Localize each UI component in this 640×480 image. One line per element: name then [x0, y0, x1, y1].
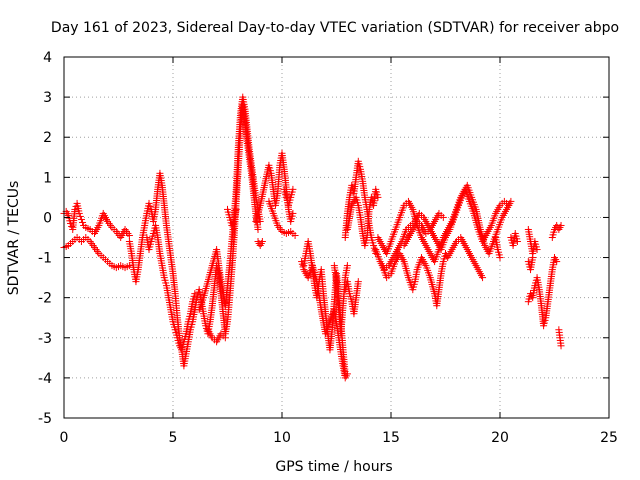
- data-point: [343, 262, 351, 270]
- y-tick-label: -2: [38, 291, 52, 307]
- data-point: [529, 254, 537, 262]
- y-axis-label: SDTVAR / TECUs: [6, 181, 22, 296]
- y-tick-label: 0: [43, 210, 52, 226]
- data-point: [513, 238, 521, 246]
- data-point: [146, 202, 154, 210]
- x-tick-label: 10: [273, 430, 291, 446]
- data-point: [79, 218, 87, 226]
- data-point: [343, 370, 351, 378]
- y-tick-labels: -5 -4 -3 -2 -1 0 1 2 3 4: [38, 50, 52, 427]
- y-tick-label: 2: [43, 130, 52, 146]
- data-point: [254, 225, 262, 233]
- data-point: [479, 274, 487, 282]
- y-tick-label: -5: [38, 411, 52, 427]
- y-tick-label: -1: [38, 251, 52, 267]
- y-tick-label: -4: [38, 371, 52, 387]
- data-point: [289, 185, 297, 193]
- data-points: [60, 93, 565, 382]
- data-point: [71, 205, 79, 213]
- x-tick-labels: 0 5 10 15 20 25: [60, 430, 618, 446]
- data-point: [354, 278, 362, 286]
- data-point: [77, 215, 85, 223]
- data-point: [125, 231, 133, 239]
- data-point: [75, 209, 83, 217]
- axis-ticks: [63, 56, 610, 419]
- data-point: [258, 238, 266, 246]
- data-point: [439, 213, 447, 221]
- data-point: [557, 342, 565, 350]
- x-tick-label: 5: [169, 430, 178, 446]
- data-point: [507, 197, 515, 205]
- y-tick-label: 4: [43, 50, 52, 66]
- chart-title: Day 161 of 2023, Sidereal Day-to-day VTE…: [51, 20, 619, 36]
- data-point: [125, 262, 133, 270]
- data-point: [145, 199, 153, 207]
- data-point: [291, 231, 299, 239]
- x-tick-label: 25: [600, 430, 618, 446]
- data-point: [557, 221, 565, 229]
- data-point: [533, 246, 541, 254]
- data-point: [496, 254, 504, 262]
- y-tick-label: 1: [43, 170, 52, 186]
- data-point: [232, 205, 240, 213]
- data-point: [553, 258, 561, 266]
- x-tick-label: 0: [60, 430, 69, 446]
- plot-frame: [63, 56, 610, 419]
- x-axis-label: GPS time / hours: [275, 459, 392, 475]
- data-point: [289, 209, 297, 217]
- data-point: [374, 193, 382, 201]
- x-tick-label: 20: [491, 430, 509, 446]
- data-point: [221, 334, 229, 342]
- data-point: [68, 222, 76, 230]
- data-point: [76, 212, 84, 220]
- data-point: [505, 201, 513, 209]
- y-tick-label: -3: [38, 331, 52, 347]
- data-point: [191, 290, 199, 298]
- x-tick-label: 15: [382, 430, 400, 446]
- y-tick-label: 3: [43, 90, 52, 106]
